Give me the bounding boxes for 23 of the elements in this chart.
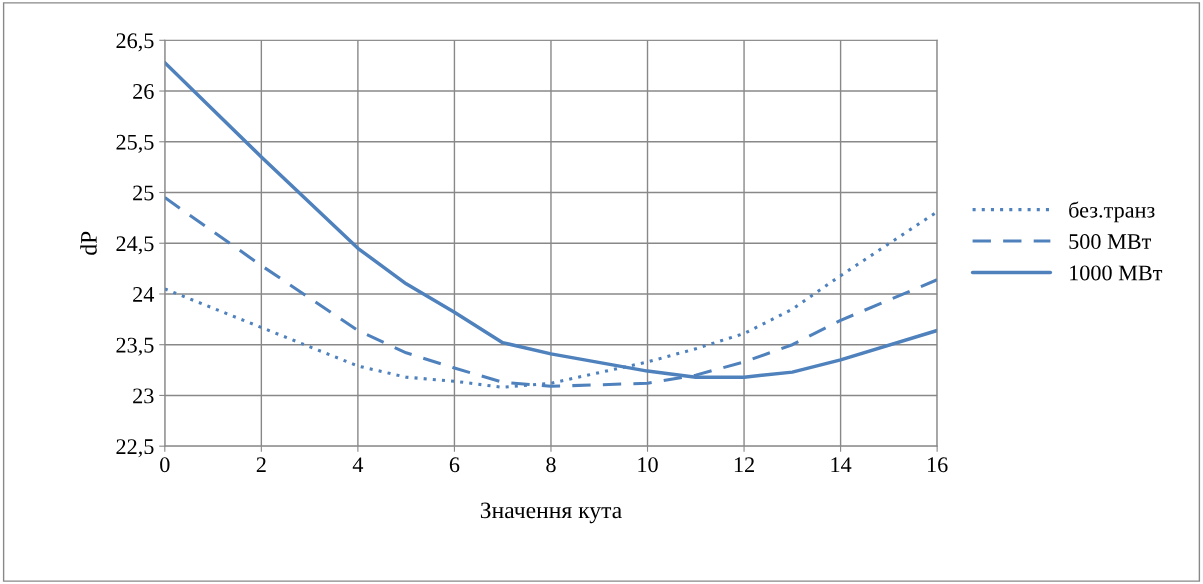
x-tick-label: 0 <box>160 457 170 473</box>
y-tick-label: 26 <box>133 84 154 99</box>
legend-label: 500 МВт <box>1069 234 1151 250</box>
y-tick-label: 25 <box>133 185 154 201</box>
y-tick-label: 22,5 <box>116 439 154 458</box>
x-tick-label: 8 <box>546 457 556 473</box>
y-tick-label: 23,5 <box>116 337 154 356</box>
y-tick-label: 24,5 <box>116 236 154 255</box>
legend-label: без.транз <box>1069 201 1155 223</box>
x-tick-label: 10 <box>638 457 658 473</box>
x-tick-label: 2 <box>256 457 266 473</box>
x-tick-label: 14 <box>831 457 852 473</box>
y-axis-title: dP <box>80 231 97 255</box>
x-tick-label: 16 <box>927 457 948 473</box>
x-tick-label: 12 <box>734 457 754 473</box>
y-tick-label: 23 <box>133 388 154 404</box>
x-tick-label: 6 <box>449 457 460 473</box>
x-axis-title: Значення кута <box>480 502 622 524</box>
y-tick-label: 24 <box>133 286 155 302</box>
x-tick-label: 4 <box>352 457 364 473</box>
legend-label: 1000 МВт <box>1070 265 1163 281</box>
y-tick-label: 25,5 <box>116 134 154 153</box>
y-tick-label: 26,5 <box>116 33 154 52</box>
